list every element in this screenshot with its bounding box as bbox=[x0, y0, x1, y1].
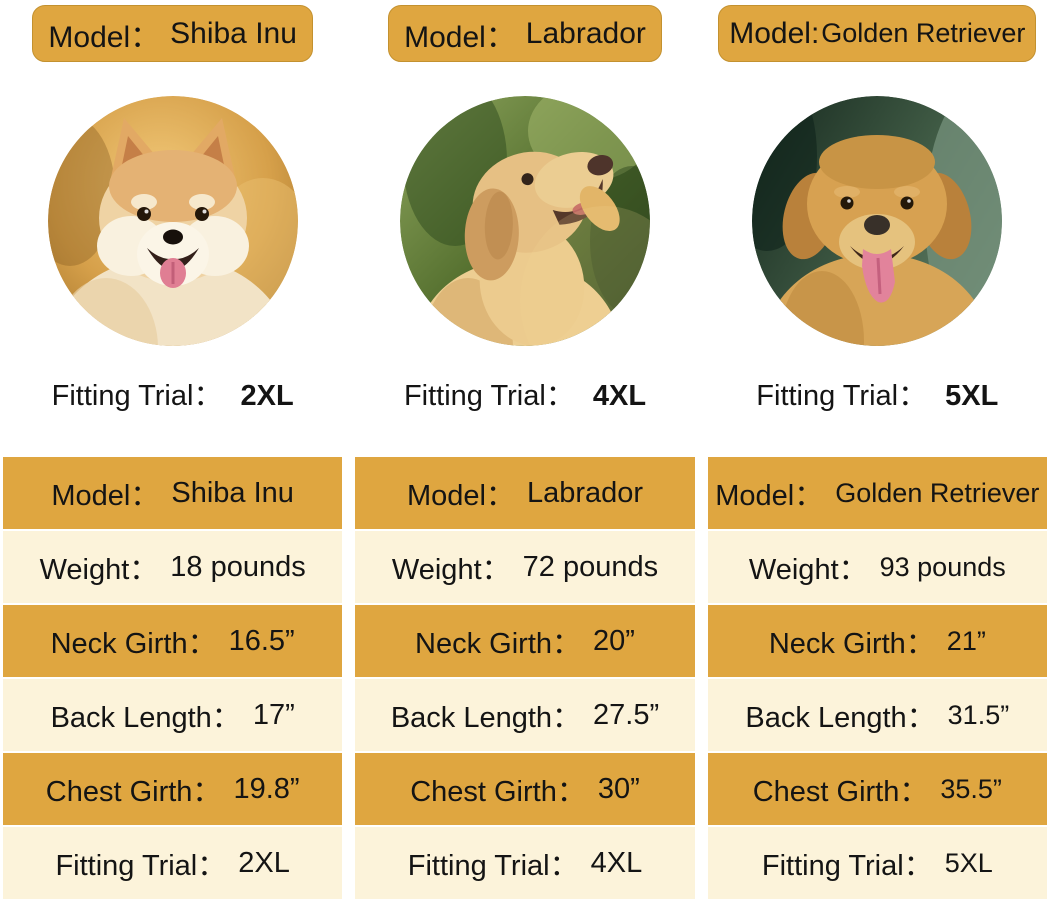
row-label: Fitting Trial： bbox=[761, 850, 933, 882]
row-value: 4XL bbox=[590, 846, 643, 879]
fitting-trial-label: Fitting Trial： bbox=[51, 380, 223, 412]
row-chest-girth: Chest Girth： 30” bbox=[355, 753, 695, 825]
row-back-length: Back Length： 17” bbox=[3, 679, 343, 751]
size-table: Model： Shiba Inu Weight： 18 pounds Neck … bbox=[3, 457, 343, 899]
row-neck-girth: Neck Girth： 21” bbox=[707, 605, 1047, 677]
row-label: Neck Girth： bbox=[415, 628, 582, 660]
model-badge-label: Model： bbox=[48, 20, 161, 54]
row-label: Chest Girth： bbox=[45, 776, 222, 808]
row-chest-girth: Chest Girth： 19.8” bbox=[3, 753, 343, 825]
row-label: Back Length： bbox=[745, 702, 936, 734]
row-weight: Weight： 93 pounds bbox=[707, 531, 1047, 603]
row-label: Neck Girth： bbox=[50, 628, 217, 660]
row-label: Model： bbox=[715, 480, 824, 512]
row-value: 72 pounds bbox=[522, 550, 659, 583]
row-fitting-trial: Fitting Trial： 2XL bbox=[3, 827, 343, 899]
shiba-inu-photo bbox=[47, 96, 298, 346]
model-badge-value: Shiba Inu bbox=[170, 16, 297, 50]
size-table: Model： Labrador Weight： 72 pounds Neck G… bbox=[355, 457, 695, 899]
shiba-inu-illustration bbox=[47, 96, 298, 346]
column-labrador: Model： Labrador bbox=[355, 0, 695, 899]
row-label: Model： bbox=[51, 480, 160, 512]
row-neck-girth: Neck Girth： 20” bbox=[355, 605, 695, 677]
row-back-length: Back Length： 27.5” bbox=[355, 679, 695, 751]
row-label: Weight： bbox=[391, 554, 511, 586]
row-value: 17” bbox=[252, 698, 295, 731]
row-model: Model： Shiba Inu bbox=[3, 457, 343, 529]
row-model: Model： Golden Retriever bbox=[707, 457, 1047, 529]
row-label: Fitting Trial： bbox=[407, 850, 579, 882]
row-model: Model： Labrador bbox=[355, 457, 695, 529]
row-label: Chest Girth： bbox=[752, 776, 929, 808]
fitting-trial-caption: Fitting Trial： 4XL bbox=[404, 379, 646, 413]
row-value: 19.8” bbox=[233, 772, 300, 805]
row-label: Model： bbox=[406, 480, 515, 512]
size-table: Model： Golden Retriever Weight： 93 pound… bbox=[707, 457, 1047, 899]
row-fitting-trial: Fitting Trial： 4XL bbox=[355, 827, 695, 899]
row-value: 20” bbox=[593, 624, 635, 657]
row-label: Back Length： bbox=[390, 702, 582, 734]
fitting-trial-caption: Fitting Trial： 5XL bbox=[756, 379, 998, 413]
row-value: 35.5” bbox=[940, 773, 1002, 804]
golden-retriever-photo bbox=[752, 96, 1003, 346]
row-value: 16.5” bbox=[228, 624, 295, 657]
row-value: 31.5” bbox=[947, 699, 1010, 730]
row-fitting-trial: Fitting Trial： 5XL bbox=[707, 827, 1047, 899]
fitting-trial-value: 2XL bbox=[240, 380, 294, 412]
row-label: Fitting Trial： bbox=[55, 850, 227, 882]
row-label: Back Length： bbox=[50, 702, 241, 734]
row-label: Neck Girth： bbox=[768, 628, 935, 660]
row-weight: Weight： 72 pounds bbox=[355, 531, 695, 603]
model-badge: Model: Golden Retriever bbox=[718, 5, 1037, 62]
model-badge-value: Golden Retriever bbox=[821, 18, 1026, 48]
row-label: Weight： bbox=[39, 554, 159, 586]
row-value: Golden Retriever bbox=[835, 477, 1040, 508]
row-value: Shiba Inu bbox=[171, 476, 294, 509]
fitting-trial-label: Fitting Trial： bbox=[756, 380, 928, 412]
model-badge-label: Model： bbox=[404, 20, 516, 54]
labrador-photo bbox=[399, 96, 650, 346]
row-weight: Weight： 18 pounds bbox=[3, 531, 343, 603]
row-label: Chest Girth： bbox=[410, 776, 586, 808]
model-badge-value: Labrador bbox=[525, 16, 646, 50]
row-value: 21” bbox=[946, 625, 986, 656]
model-badge: Model： Labrador bbox=[388, 5, 662, 62]
row-back-length: Back Length： 31.5” bbox=[707, 679, 1047, 751]
model-badge: Model： Shiba Inu bbox=[32, 5, 313, 62]
column-golden-retriever: Model: Golden Retriever bbox=[707, 0, 1047, 899]
row-value: 18 pounds bbox=[170, 550, 306, 583]
labrador-illustration bbox=[399, 96, 650, 346]
fitting-trial-label: Fitting Trial： bbox=[403, 380, 575, 412]
row-value: 27.5” bbox=[593, 698, 660, 731]
row-value: 5XL bbox=[944, 847, 993, 878]
row-value: 2XL bbox=[238, 846, 290, 879]
row-value: 30” bbox=[597, 772, 640, 805]
row-label: Weight： bbox=[748, 554, 868, 586]
row-value: Labrador bbox=[526, 476, 644, 509]
fitting-trial-caption: Fitting Trial： 2XL bbox=[52, 379, 294, 413]
model-badge-label: Model: bbox=[729, 16, 820, 50]
golden-retriever-illustration bbox=[752, 96, 1003, 346]
row-value: 93 pounds bbox=[879, 551, 1006, 582]
row-neck-girth: Neck Girth： 16.5” bbox=[3, 605, 343, 677]
column-shiba-inu: Model： Shiba Inu bbox=[3, 0, 343, 899]
row-chest-girth: Chest Girth： 35.5” bbox=[707, 753, 1047, 825]
fitting-trial-value: 5XL bbox=[945, 380, 999, 412]
fitting-trial-value: 4XL bbox=[592, 380, 647, 412]
